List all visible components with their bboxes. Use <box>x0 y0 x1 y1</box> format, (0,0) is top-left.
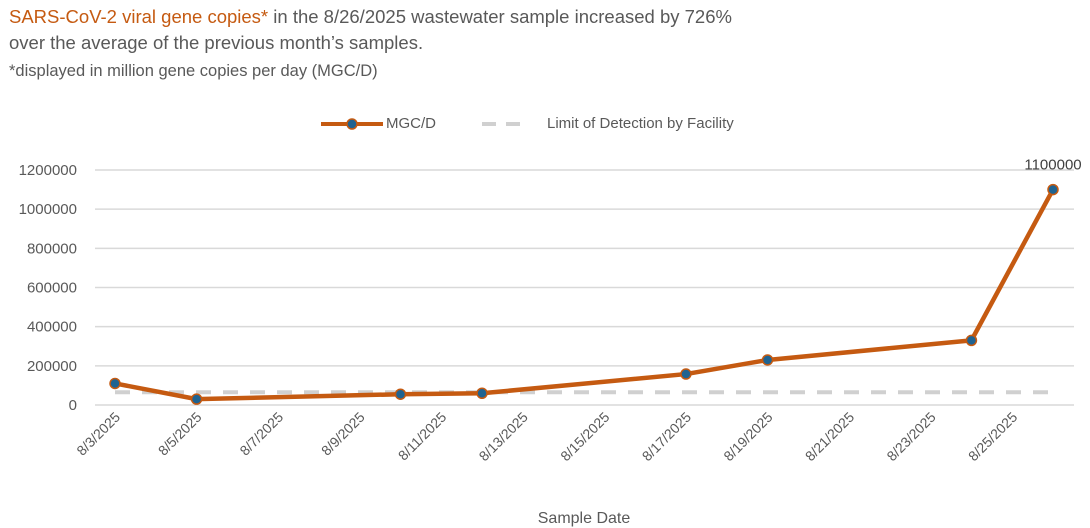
data-point <box>965 334 978 347</box>
data-point <box>109 377 121 390</box>
gridlines <box>95 169 1074 406</box>
x-axis-title: Sample Date <box>538 510 631 527</box>
x-tick-label: 8/11/2025 <box>395 409 450 464</box>
chart-legend: MGC/D Limit of Detection by Facility <box>0 115 1090 137</box>
data-labels: 1100000 <box>1024 157 1081 174</box>
x-tick-label: 8/7/2025 <box>236 409 286 459</box>
y-tick-label: 1200000 <box>19 162 77 179</box>
data-point <box>476 387 488 399</box>
x-axis-ticks: 8/3/2025 8/5/2025 8/7/2025 8/9/2025 8/11/202… <box>73 409 1020 465</box>
headline-line-2: over the average of the previous month’s… <box>9 32 424 53</box>
y-tick-label: 200000 <box>27 358 77 375</box>
legend-swatch-lod <box>482 121 530 126</box>
x-tick-label: 8/21/2025 <box>802 409 858 465</box>
y-tick-label: 1000000 <box>19 201 77 218</box>
series <box>109 183 1059 405</box>
x-tick-label: 8/19/2025 <box>720 409 776 465</box>
x-tick-label: 8/3/2025 <box>73 409 123 459</box>
y-tick-label: 400000 <box>27 319 77 336</box>
data-label: 1100000 <box>1024 157 1081 174</box>
x-tick-label: 8/23/2025 <box>883 409 939 465</box>
data-point <box>190 393 203 405</box>
data-point <box>394 388 407 400</box>
headline-line-1: SARS-CoV-2 viral gene copies* in the 8/2… <box>9 4 732 30</box>
x-tick-label: 8/15/2025 <box>557 409 613 465</box>
legend-item-mgcd: MGC/D <box>321 115 436 132</box>
legend-label-mgcd: MGC/D <box>386 115 436 132</box>
x-tick-label: 8/13/2025 <box>476 409 532 465</box>
x-tick-label: 8/25/2025 <box>965 409 1021 465</box>
legend-swatch-mgcd <box>321 117 383 130</box>
data-point <box>1047 183 1059 196</box>
headline-rest: in the 8/26/2025 wastewater sample incre… <box>268 6 732 27</box>
legend-label-lod: Limit of Detection by Facility <box>547 115 734 132</box>
x-tick-label: 8/5/2025 <box>155 409 205 459</box>
data-point <box>680 368 692 380</box>
data-point <box>761 354 774 366</box>
x-tick-label: 8/9/2025 <box>318 409 368 459</box>
x-tick-label: 8/17/2025 <box>639 409 695 465</box>
y-tick-label: 600000 <box>27 280 77 297</box>
mgcd-line <box>114 188 1055 402</box>
y-axis-ticks: 0 200000 400000 600000 800000 1000000 1200000 <box>19 162 77 414</box>
y-tick-label: 0 <box>69 397 77 414</box>
legend-item-lod: Limit of Detection by Facility <box>482 115 734 132</box>
y-tick-label: 800000 <box>27 240 77 257</box>
headline: SARS-CoV-2 viral gene copies* in the 8/2… <box>9 4 732 56</box>
legend-swatch-marker <box>346 117 358 130</box>
footnote: *displayed in million gene copies per da… <box>9 62 378 80</box>
headline-highlight: SARS-CoV-2 viral gene copies* <box>9 6 269 27</box>
